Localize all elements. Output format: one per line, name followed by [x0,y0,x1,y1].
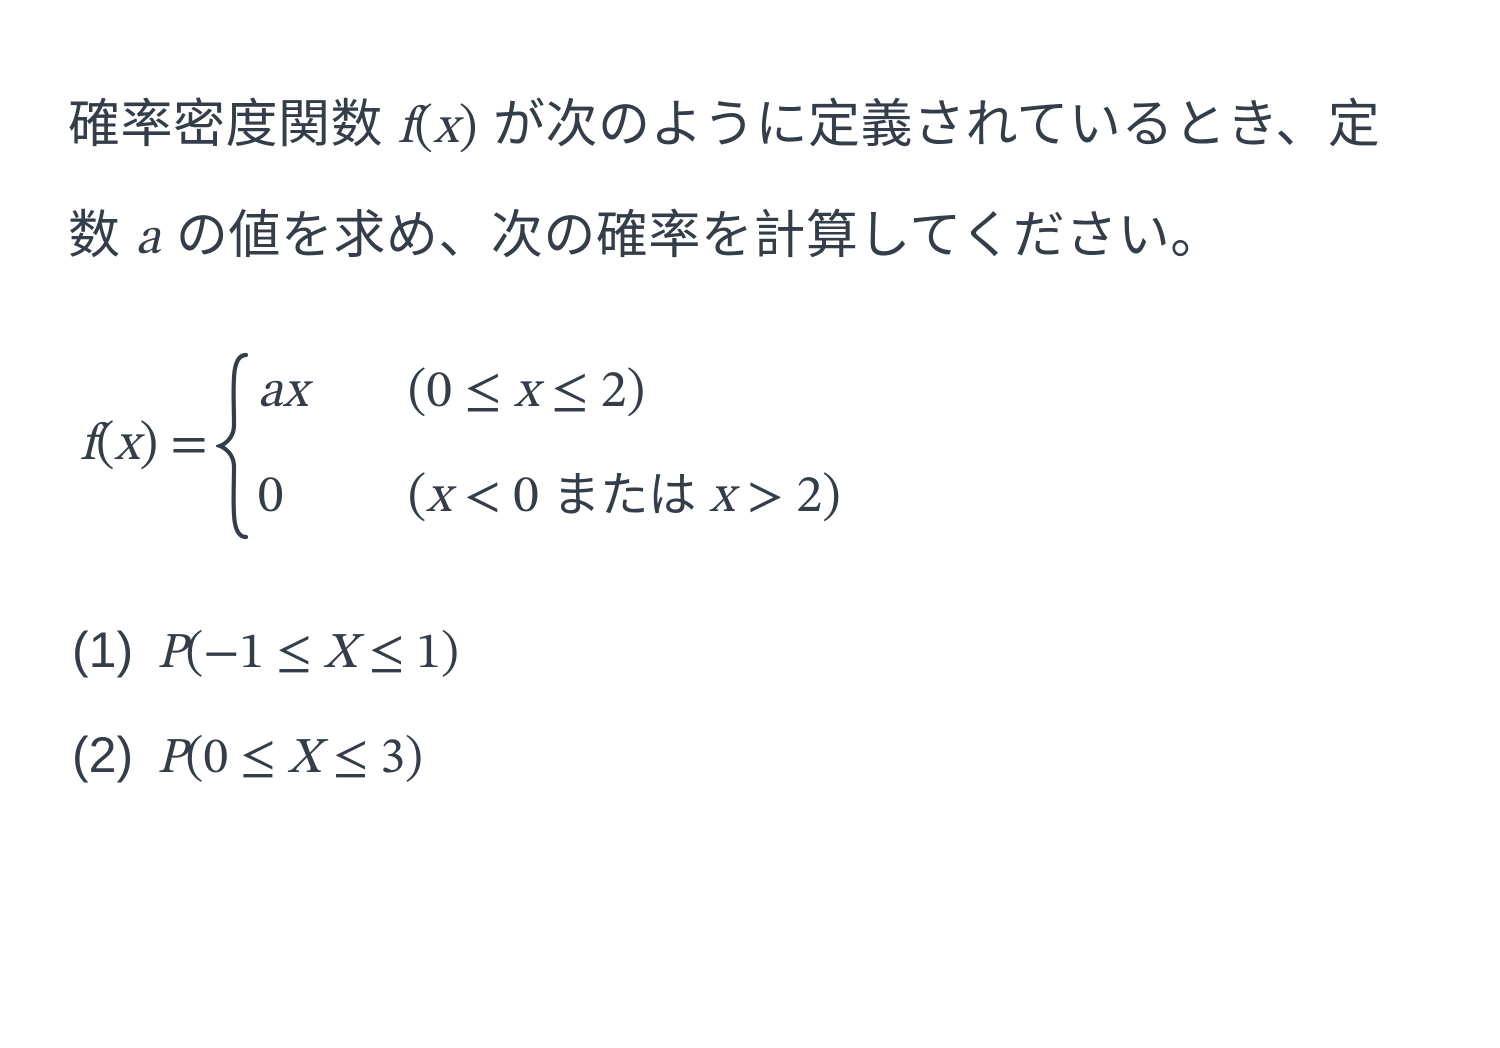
left-brace-icon [216,351,252,541]
c2-n2: 2 [796,472,822,524]
page: 確率密度関数 f(x) が次のように定義されているとき、定数 a の値を求め、次… [0,0,1500,807]
case-2: 0 (x < 0 または x > 2) [258,455,841,531]
q1-lhs: −1 [203,629,264,679]
cases-column: ax (0 ≤ x ≤ 2) 0 (x < 0 または x > 2) [252,351,841,541]
question-1: (1) P(−1 ≤ X ≤ 1) [72,603,1432,702]
statement-prefix: 確率密度関数 [68,96,398,154]
equation-row: f(x) = ax (0 ≤ x ≤ 2) 0 [80,351,1432,541]
const-a: a [135,214,160,266]
equation-lhs: f(x) = [80,414,216,479]
case-2-value: 0 [258,466,408,531]
c2-n1: 0 [513,472,539,524]
c2-or: または [539,469,710,522]
c2-open: ( [408,472,427,524]
q1-le2: ≤ [357,629,417,679]
c2-close: ) [822,472,841,524]
c2-x2: x [710,472,735,524]
lhs-f: f [80,420,96,472]
c1-open: ( [408,367,427,419]
q2-close: ) [405,734,423,784]
q1-expression: P(−1 ≤ X ≤ 1) [157,629,459,679]
q2-lhs: 0 [203,734,228,784]
statement-suffix: の値を求め、次の確率を計算してください。 [161,207,1223,265]
q1-P: P [157,629,185,679]
case2-0: 0 [258,472,284,524]
q1-close: ) [441,629,459,679]
q2-rhs: 3 [380,734,405,784]
q1-le1: ≤ [264,629,324,679]
pdf-symbol-f: f [398,103,414,155]
case-1: ax (0 ≤ x ≤ 2) [258,361,841,426]
q1-X: X [324,629,357,679]
c1-0: 0 [426,367,452,419]
q1-rhs: 1 [416,629,441,679]
pdf-paren-close: ) [459,103,478,155]
case-1-value: ax [258,361,408,426]
q2-le2: ≤ [321,734,381,784]
c2-x1: x [426,472,451,524]
lhs-paren-open: ( [96,420,115,472]
c2-gt: > [734,472,796,524]
case-2-condition: (x < 0 または x > 2) [408,455,841,531]
c1-le1: ≤ [452,367,514,419]
q2-X: X [288,734,321,784]
c1-2: 2 [601,367,627,419]
case-1-condition: (0 ≤ x ≤ 2) [408,361,645,426]
problem-statement: 確率密度関数 f(x) が次のように定義されているとき、定数 a の値を求め、次… [68,72,1432,293]
c1-le2: ≤ [539,367,601,419]
case1-x: x [283,367,308,419]
pdf-arg-x: x [434,103,459,155]
c2-lt: < [451,472,513,524]
pdf-paren-open: ( [414,103,433,155]
question-2: (2) P(0 ≤ X ≤ 3) [72,708,1432,807]
lhs-paren-close: ) [139,420,158,472]
questions-list: (1) P(−1 ≤ X ≤ 1) (2) P(0 ≤ X ≤ 3) [72,603,1432,807]
q2-le1: ≤ [228,734,288,784]
c1-x: x [514,367,539,419]
c1-close: ) [627,367,646,419]
lhs-x: x [115,420,140,472]
q2-P: P [157,734,185,784]
eq-sign: = [158,420,208,472]
q1-open: ( [185,629,203,679]
case1-a: a [258,367,283,419]
q2-expression: P(0 ≤ X ≤ 3) [157,734,423,784]
q2-label: (2) [72,708,133,803]
q2-open: ( [185,734,203,784]
q1-label: (1) [72,603,133,698]
piecewise-definition: f(x) = ax (0 ≤ x ≤ 2) 0 [80,351,1432,541]
